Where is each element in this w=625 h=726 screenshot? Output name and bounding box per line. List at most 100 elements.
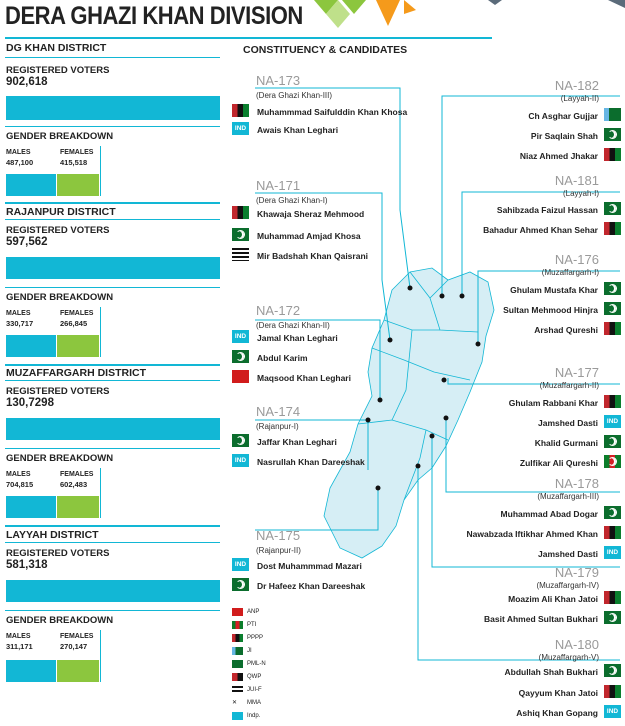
- males-value: 704,815: [6, 480, 34, 489]
- legend-label: PPPP: [247, 634, 264, 641]
- males-label: MALES: [6, 633, 31, 640]
- legend-item: JUI-F: [232, 683, 266, 696]
- ppp-flag-icon: [232, 104, 249, 117]
- pmln-flag-icon: [232, 434, 249, 447]
- gender-breakdown-label: GENDER BREAKDOWN: [6, 292, 114, 303]
- juif-flag-icon: [232, 248, 249, 261]
- females-label: FEMALES: [60, 471, 94, 478]
- candidate-name: Muhammmad Saifulddin Khan Khosa: [257, 107, 408, 117]
- header-divider: [5, 37, 492, 39]
- constituency-area: (Muzaffargarh-I): [541, 268, 599, 277]
- legend-item: PTI: [232, 618, 266, 631]
- candidate-name: Moazim Ali Khan Jatoi: [508, 594, 598, 604]
- females-bar: [57, 660, 99, 682]
- females-bar: [57, 335, 99, 357]
- males-bar: [6, 335, 56, 357]
- ji-flag-icon: [604, 108, 621, 121]
- candidate-name: Ghulam Mustafa Khar: [510, 285, 598, 295]
- candidate-name: Bahadur Ahmed Khan Sehar: [483, 225, 598, 235]
- gender-breakdown-label: GENDER BREAKDOWN: [6, 615, 114, 626]
- pmln-flag-icon: [604, 611, 621, 624]
- males-value: 487,100: [6, 158, 34, 167]
- females-label: FEMALES: [60, 633, 94, 640]
- constituency-number: NA-180: [554, 637, 599, 652]
- constituency-area: (Rajanpur-II): [256, 546, 301, 555]
- females-bar: [57, 174, 99, 196]
- candidate-name: Abdullah Shah Bukhari: [504, 667, 598, 677]
- pmln-flag-icon: [232, 578, 249, 591]
- candidate-name: Basit Ahmed Sultan Bukhari: [484, 614, 598, 624]
- constituency-area: (Layyah-II): [560, 94, 599, 103]
- ppp-flag-icon: [604, 685, 621, 698]
- males-bar: [6, 496, 56, 518]
- candidate-name: Qayyum Khan Jatoi: [518, 688, 598, 698]
- district-heading-dg-khan: DG KHAN DISTRICT: [6, 42, 107, 54]
- ind-flag-icon: IND: [232, 122, 249, 135]
- ppp-flag-icon: [604, 148, 621, 161]
- pmln-flag-icon: [604, 435, 621, 448]
- voters-bar: [6, 418, 220, 440]
- registered-voters-label: REGISTERED VOTERS: [6, 386, 110, 397]
- constituency-area: (Muzaffargarh-IV): [536, 581, 599, 590]
- voters-bar: [6, 96, 220, 120]
- registered-voters-value: 581,318: [6, 559, 48, 571]
- pmln-flag-icon: [604, 282, 621, 295]
- constituency-number: NA-174: [256, 404, 301, 419]
- pmln-flag-icon: [232, 350, 249, 363]
- pmln-flag-icon: [604, 202, 621, 215]
- registered-voters-value: 902,618: [6, 76, 48, 88]
- constituency-number: NA-177: [554, 365, 599, 380]
- decorative-shapes: [314, 0, 625, 28]
- constituency-area: (Muzaffargarh-III): [537, 492, 599, 501]
- page-title: DERA GHAZI KHAN DIVISION: [5, 2, 303, 30]
- candidate-name: Ashiq Khan Gopang: [516, 708, 598, 718]
- anp-legend-icon: [232, 607, 243, 616]
- legend-item: JI: [232, 644, 266, 657]
- ppp-flag-icon: [604, 591, 621, 604]
- candidate-name: Ch Asghar Gujjar: [528, 111, 598, 121]
- constituency-area: (Dera Ghazi Khan-I): [256, 196, 328, 205]
- candidate-name: Sahibzada Faizul Hassan: [496, 205, 598, 215]
- legend-item: PML-N: [232, 657, 266, 670]
- legend-label: JUI-F: [247, 686, 262, 693]
- constituency-number: NA-179: [554, 565, 599, 580]
- females-bar: [57, 496, 99, 518]
- pmln-flag-icon: [604, 506, 621, 519]
- legend-item: ✕ MMA: [232, 696, 266, 709]
- ind-flag-icon: IND: [232, 330, 249, 343]
- females-value: 602,483: [60, 480, 88, 489]
- pmln-flag-icon: [604, 128, 621, 141]
- constituency-area: (Dera Ghazi Khan-III): [256, 91, 333, 100]
- party-legend: ANP PTI PPPP JI PML-N QWP JUI-F ✕ MMA Indp.: [232, 605, 266, 722]
- legend-item: QWP: [232, 670, 266, 683]
- constituency-area: (Muzaffargarh-II): [539, 381, 599, 390]
- males-label: MALES: [6, 310, 31, 317]
- males-bar: [6, 174, 56, 196]
- candidate-name: Niaz Ahmed Jhakar: [519, 151, 598, 161]
- ind-flag-icon: IND: [232, 454, 249, 467]
- qwp-legend-icon: [232, 672, 243, 681]
- voters-bar: [6, 257, 220, 279]
- juif-legend-icon: [232, 685, 243, 694]
- candidate-name: Jaffar Khan Leghari: [257, 437, 337, 447]
- pmln-flag-icon: [232, 228, 249, 241]
- legend-label: QWP: [247, 673, 262, 680]
- legend-item: ANP: [232, 605, 266, 618]
- district-heading-layyah: LAYYAH DISTRICT: [6, 529, 99, 541]
- candidate-name: Dr Hafeez Khan Dareeshak: [257, 581, 366, 591]
- candidate-name: Awais Khan Leghari: [257, 125, 339, 135]
- constituency-area: (Dera Ghazi Khan-II): [256, 321, 330, 330]
- candidate-name: Khalid Gurmani: [534, 438, 598, 448]
- females-value: 266,845: [60, 319, 88, 328]
- ji-legend-icon: [232, 646, 243, 655]
- legend-label: PTI: [247, 621, 257, 628]
- constituency-area: (Layyah-I): [562, 189, 599, 198]
- females-value: 270,147: [60, 642, 88, 651]
- candidate-name: Sultan Mehmood Hinjra: [503, 305, 598, 315]
- constituency-number: NA-172: [256, 303, 301, 318]
- ppp-flag-icon: [232, 206, 249, 219]
- legend-label: JI: [247, 647, 252, 654]
- candidate-name: Nasrullah Khan Dareeshak: [257, 457, 365, 467]
- candidate-name: Dost Muhammmad Mazari: [257, 561, 362, 571]
